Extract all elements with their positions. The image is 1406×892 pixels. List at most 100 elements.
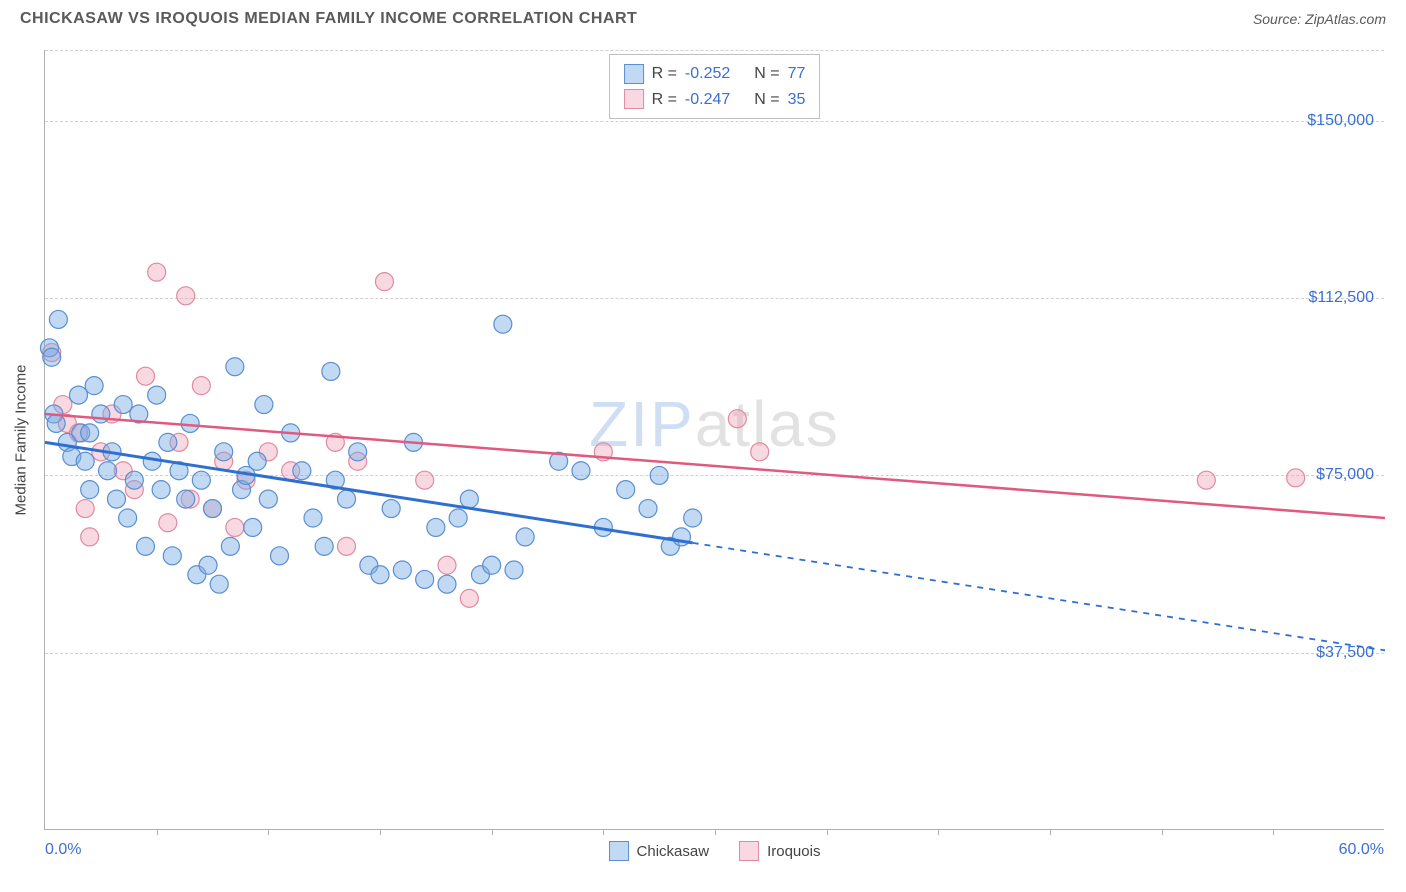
scatter-point xyxy=(49,310,67,328)
scatter-point xyxy=(416,570,434,588)
legend-swatch-iroquois xyxy=(624,89,644,109)
scatter-point xyxy=(449,509,467,527)
scatter-point xyxy=(293,462,311,480)
scatter-point xyxy=(382,500,400,518)
legend-n-value-1: 35 xyxy=(788,87,806,113)
scatter-point xyxy=(304,509,322,527)
scatter-point xyxy=(393,561,411,579)
scatter-point xyxy=(505,561,523,579)
xtick xyxy=(827,829,828,835)
xtick xyxy=(715,829,716,835)
scatter-point xyxy=(322,362,340,380)
scatter-point xyxy=(119,509,137,527)
yaxis-title: Median Family Income xyxy=(13,364,30,515)
scatter-point xyxy=(516,528,534,546)
scatter-point xyxy=(617,481,635,499)
scatter-point xyxy=(438,575,456,593)
scatter-point xyxy=(199,556,217,574)
scatter-point xyxy=(259,490,277,508)
scatter-point xyxy=(43,348,61,366)
legend-n-label: N = xyxy=(754,61,779,87)
scatter-point xyxy=(460,490,478,508)
legend-r-value-0: -0.252 xyxy=(685,61,730,87)
scatter-point xyxy=(371,566,389,584)
xtick xyxy=(938,829,939,835)
scatter-point xyxy=(572,462,590,480)
scatter-point xyxy=(92,405,110,423)
chart-plot-area: Median Family Income $37,500$75,000$112,… xyxy=(44,50,1384,830)
scatter-point xyxy=(248,452,266,470)
scatter-point xyxy=(338,490,356,508)
chart-header: CHICKASAW VS IROQUOIS MEDIAN FAMILY INCO… xyxy=(0,0,1406,38)
scatter-point xyxy=(1287,469,1305,487)
scatter-point xyxy=(81,481,99,499)
xtick xyxy=(492,829,493,835)
scatter-point xyxy=(81,424,99,442)
legend-swatch-chickasaw-b xyxy=(609,841,629,861)
chart-title: CHICKASAW VS IROQUOIS MEDIAN FAMILY INCO… xyxy=(20,10,637,28)
scatter-point xyxy=(460,589,478,607)
scatter-point xyxy=(204,500,222,518)
scatter-point xyxy=(483,556,501,574)
legend-n-value-0: 77 xyxy=(788,61,806,87)
scatter-point xyxy=(438,556,456,574)
scatter-point xyxy=(684,509,702,527)
chart-source: Source: ZipAtlas.com xyxy=(1253,11,1386,27)
scatter-point xyxy=(728,410,746,428)
scatter-point xyxy=(159,514,177,532)
scatter-point xyxy=(159,433,177,451)
scatter-point xyxy=(221,537,239,555)
scatter-point xyxy=(152,481,170,499)
scatter-point xyxy=(47,414,65,432)
scatter-point xyxy=(76,452,94,470)
scatter-point xyxy=(416,471,434,489)
scatter-point xyxy=(163,547,181,565)
scatter-point xyxy=(192,471,210,489)
xtick xyxy=(268,829,269,835)
scatter-point xyxy=(81,528,99,546)
scatter-point xyxy=(125,471,143,489)
legend-swatch-iroquois-b xyxy=(739,841,759,861)
scatter-point xyxy=(177,490,195,508)
legend-n-label: N = xyxy=(754,87,779,113)
scatter-point xyxy=(148,386,166,404)
scatter-point xyxy=(244,518,262,536)
legend-correlation-box: R = -0.252 N = 77 R = -0.247 N = 35 xyxy=(609,54,821,119)
scatter-point xyxy=(751,443,769,461)
scatter-point xyxy=(148,263,166,281)
legend-row-iroquois: R = -0.247 N = 35 xyxy=(624,87,806,113)
scatter-point xyxy=(349,443,367,461)
xaxis-max-label: 60.0% xyxy=(1339,841,1384,859)
legend-r-label: R = xyxy=(652,87,677,113)
legend-r-value-1: -0.247 xyxy=(685,87,730,113)
legend-item-iroquois: Iroquois xyxy=(739,841,820,861)
scatter-point xyxy=(85,377,103,395)
legend-label-1: Iroquois xyxy=(767,843,820,860)
scatter-point xyxy=(255,396,273,414)
scatter-point xyxy=(210,575,228,593)
scatter-point xyxy=(215,443,233,461)
legend-swatch-chickasaw xyxy=(624,64,644,84)
xtick xyxy=(1162,829,1163,835)
xtick xyxy=(1050,829,1051,835)
scatter-point xyxy=(639,500,657,518)
scatter-point xyxy=(338,537,356,555)
xaxis-min-label: 0.0% xyxy=(45,841,81,859)
legend-row-chickasaw: R = -0.252 N = 77 xyxy=(624,61,806,87)
scatter-point xyxy=(137,537,155,555)
scatter-point xyxy=(1197,471,1215,489)
scatter-point xyxy=(271,547,289,565)
scatter-point xyxy=(650,466,668,484)
legend-label-0: Chickasaw xyxy=(637,843,710,860)
scatter-svg xyxy=(45,50,1384,829)
legend-series: Chickasaw Iroquois xyxy=(609,841,821,861)
xtick xyxy=(157,829,158,835)
trend-line-dashed xyxy=(693,543,1385,650)
xtick xyxy=(380,829,381,835)
scatter-point xyxy=(315,537,333,555)
scatter-point xyxy=(114,396,132,414)
scatter-point xyxy=(494,315,512,333)
scatter-point xyxy=(177,287,195,305)
scatter-point xyxy=(107,490,125,508)
xtick xyxy=(603,829,604,835)
